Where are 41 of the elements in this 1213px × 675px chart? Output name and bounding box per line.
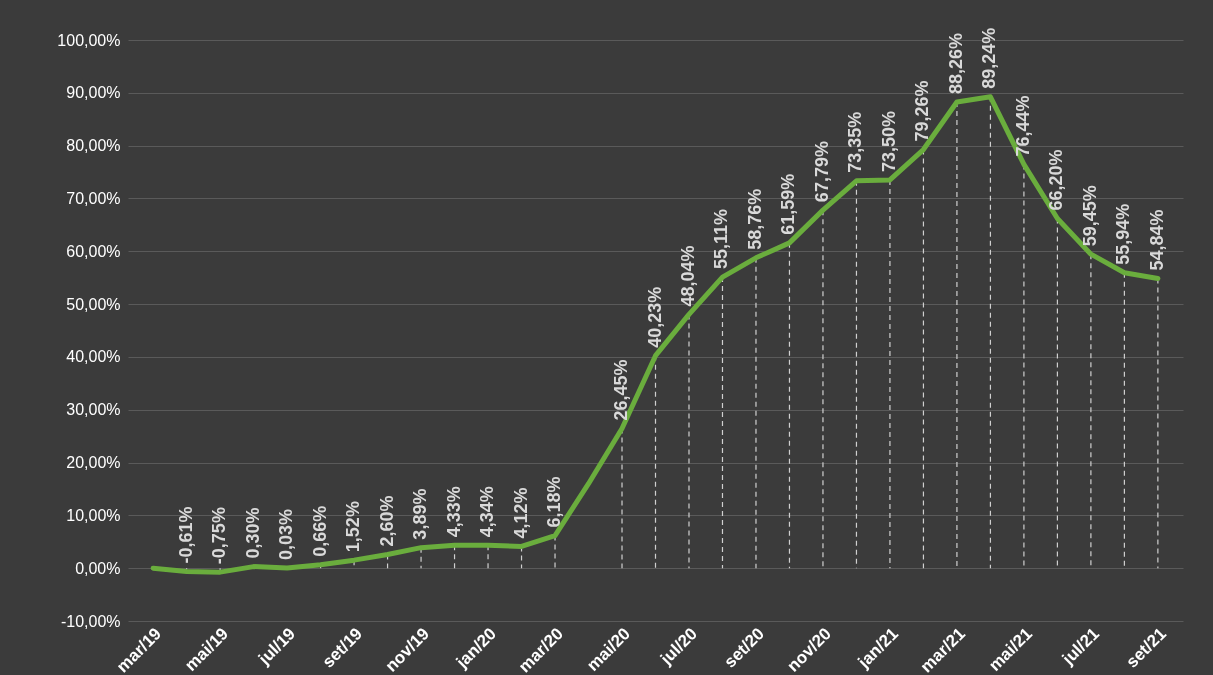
y-tick-label: -10,00% xyxy=(60,612,121,630)
data-label: 55,94% xyxy=(1113,203,1134,265)
data-label: 55,11% xyxy=(711,209,732,270)
data-label: 1,52% xyxy=(343,501,364,553)
data-label: 76,44% xyxy=(1012,95,1033,157)
data-label: 79,26% xyxy=(912,80,933,142)
data-label: 26,45% xyxy=(611,359,632,421)
data-label: 67,79% xyxy=(811,141,832,203)
data-label: 6,18% xyxy=(544,476,565,528)
data-label: 2,60% xyxy=(376,495,397,547)
data-label: 40,23% xyxy=(644,286,665,348)
data-label: -0,61% xyxy=(175,506,196,564)
y-tick-label: 60,00% xyxy=(66,242,121,260)
y-tick-label: 70,00% xyxy=(66,189,121,207)
data-label: 3,89% xyxy=(410,488,431,540)
data-label: 4,12% xyxy=(510,487,531,539)
y-tick-label: 30,00% xyxy=(66,401,121,419)
data-label: 4,33% xyxy=(443,486,464,538)
data-label: 89,24% xyxy=(979,27,1000,89)
y-tick-label: 20,00% xyxy=(66,454,121,472)
y-tick-label: 10,00% xyxy=(66,506,121,524)
data-label: 66,20% xyxy=(1046,149,1067,211)
y-tick-label: 100,00% xyxy=(57,31,121,49)
y-tick-label: 0,00% xyxy=(75,559,121,577)
data-label: 61,59% xyxy=(778,173,799,235)
data-label: 4,34% xyxy=(477,486,498,538)
data-label: 0,03% xyxy=(276,508,297,561)
data-label: 48,04% xyxy=(677,245,698,307)
data-label: 59,45% xyxy=(1079,185,1100,247)
data-label: 0,66% xyxy=(309,505,330,557)
y-tick-label: 40,00% xyxy=(66,348,121,366)
data-label: 0,30% xyxy=(242,507,263,559)
y-tick-label: 80,00% xyxy=(66,137,121,155)
data-label: 88,26% xyxy=(945,32,966,95)
data-label: 58,76% xyxy=(744,188,765,250)
data-label: 73,50% xyxy=(878,110,899,172)
data-label: 54,84% xyxy=(1146,209,1167,271)
y-tick-label: 90,00% xyxy=(66,84,121,102)
y-tick-label: 50,00% xyxy=(66,295,121,313)
data-label: -0,75% xyxy=(209,507,230,565)
data-label: 73,35% xyxy=(845,111,866,173)
